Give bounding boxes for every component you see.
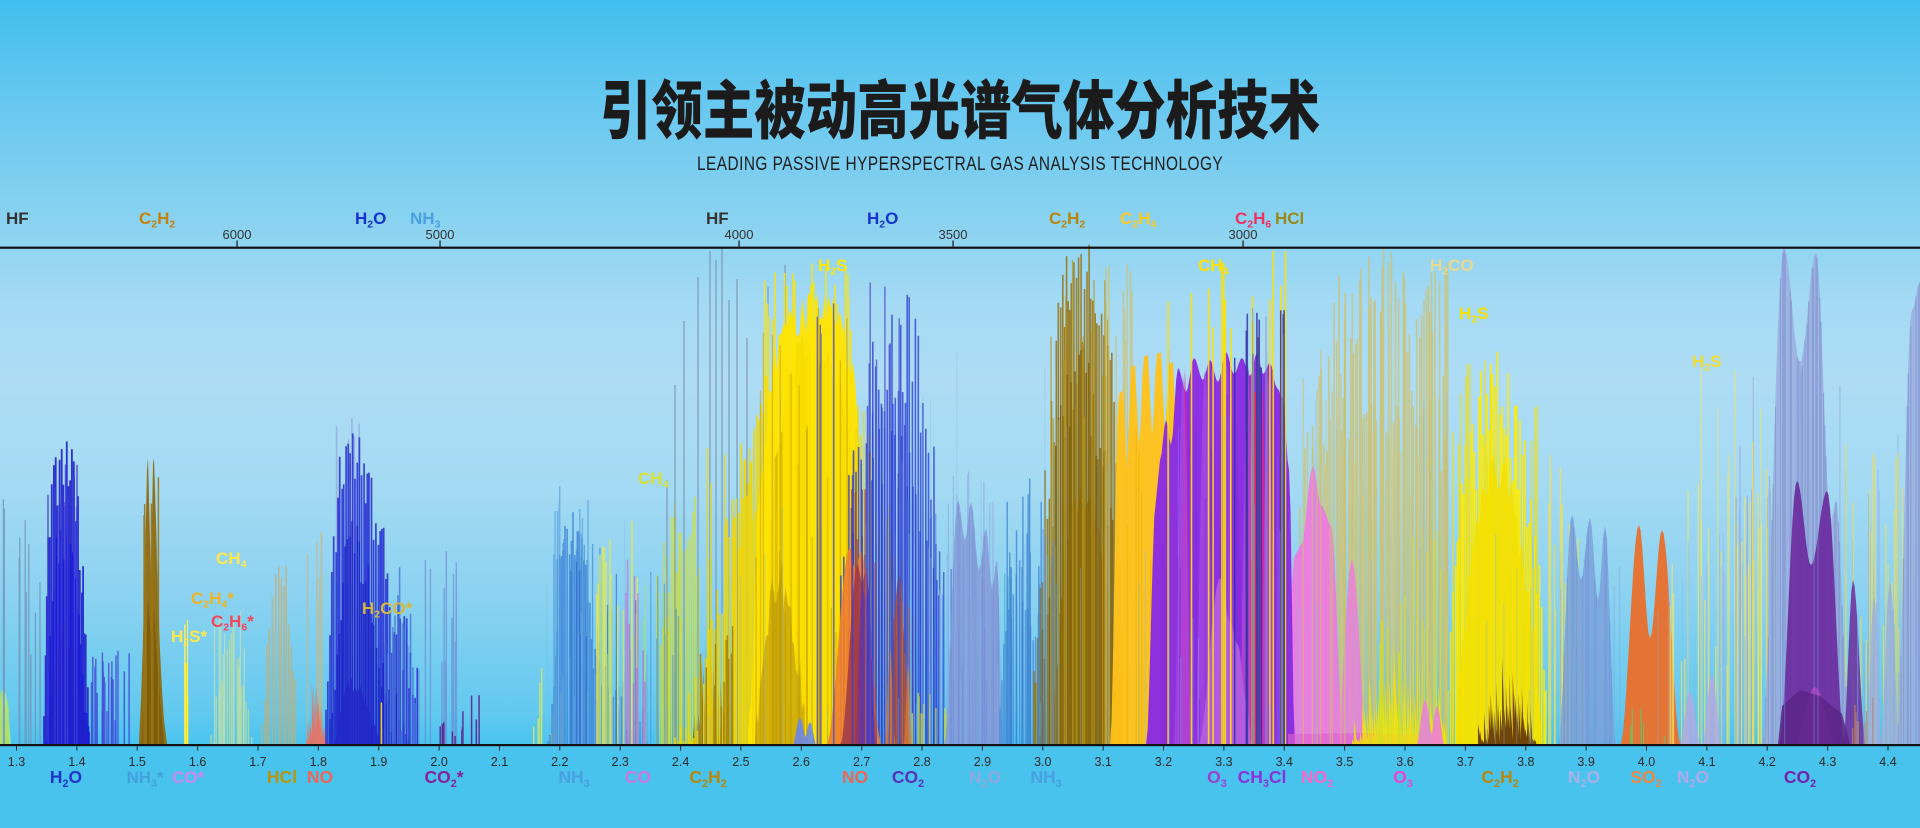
svg-text:1.9: 1.9 [370,755,387,769]
svg-text:N2O: N2O [1677,767,1709,790]
svg-text:1.5: 1.5 [129,755,146,769]
svg-text:3.8: 3.8 [1517,755,1534,769]
svg-text:CH4: CH4 [638,469,669,491]
svg-text:3.2: 3.2 [1155,755,1172,769]
svg-text:NO: NO [842,767,868,787]
svg-text:CO2*: CO2* [424,767,463,790]
svg-text:4.4: 4.4 [1879,755,1896,769]
svg-text:CH3Cl: CH3Cl [1238,767,1287,790]
svg-text:2.5: 2.5 [732,755,749,769]
svg-text:NH3: NH3 [1030,767,1061,790]
svg-text:CH4: CH4 [216,549,247,571]
svg-text:C2H2: C2H2 [689,767,726,790]
svg-text:4.3: 4.3 [1819,755,1836,769]
svg-text:2.1: 2.1 [491,755,508,769]
svg-text:H2CO*: H2CO* [362,599,413,621]
svg-text:2.7: 2.7 [853,755,870,769]
svg-text:C2H6: C2H6 [1235,209,1271,231]
svg-text:H2S*: H2S* [171,627,207,649]
svg-text:HCl: HCl [267,767,297,787]
svg-text:C2H4*: C2H4* [191,589,234,611]
svg-text:2.2: 2.2 [551,755,568,769]
svg-text:N2O: N2O [969,767,1001,790]
svg-text:HCl: HCl [1275,209,1304,228]
svg-text:NH3*: NH3* [126,768,163,790]
svg-text:CO*: CO* [172,768,205,787]
svg-text:4.2: 4.2 [1759,755,1776,769]
svg-text:3.4: 3.4 [1276,755,1293,769]
svg-text:HF: HF [6,209,29,228]
svg-text:SO2: SO2 [1630,767,1661,790]
svg-text:1.8: 1.8 [310,755,327,769]
svg-text:2.3: 2.3 [612,755,629,769]
svg-text:C2H4: C2H4 [1120,209,1156,231]
svg-text:1.3: 1.3 [8,755,25,769]
svg-text:H2CO: H2CO [1430,256,1474,278]
svg-text:CO: CO [625,767,651,787]
svg-text:3000: 3000 [1229,227,1258,242]
svg-text:2.8: 2.8 [913,755,930,769]
svg-text:5000: 5000 [426,227,455,242]
svg-text:H2S: H2S [1692,352,1721,374]
svg-text:4.1: 4.1 [1698,755,1715,769]
svg-text:3.1: 3.1 [1095,755,1112,769]
svg-text:CO2: CO2 [892,767,924,790]
svg-text:HF: HF [706,209,729,228]
svg-text:NH3: NH3 [410,209,441,231]
svg-text:C2H2: C2H2 [1049,209,1085,231]
svg-text:2.0: 2.0 [430,755,447,769]
svg-text:C2H2: C2H2 [1481,767,1518,790]
svg-text:1.6: 1.6 [189,755,206,769]
svg-text:1.4: 1.4 [68,755,85,769]
svg-text:CO2: CO2 [1784,767,1816,790]
svg-text:NO2: NO2 [1301,767,1333,790]
svg-text:3.5: 3.5 [1336,755,1353,769]
svg-text:H2O: H2O [50,767,82,790]
svg-text:3500: 3500 [939,227,968,242]
svg-text:NH3: NH3 [558,767,589,790]
svg-text:2.4: 2.4 [672,755,689,769]
svg-text:4000: 4000 [725,227,754,242]
svg-text:H2S: H2S [818,256,847,278]
svg-text:C2H6*: C2H6* [211,612,254,634]
svg-text:3.7: 3.7 [1457,755,1474,769]
svg-text:N2O: N2O [1568,767,1600,790]
svg-text:O3: O3 [1393,767,1413,790]
svg-text:2.9: 2.9 [974,755,991,769]
svg-text:3.6: 3.6 [1396,755,1413,769]
svg-text:3.3: 3.3 [1215,755,1232,769]
svg-text:1.7: 1.7 [249,755,266,769]
svg-text:3.0: 3.0 [1034,755,1051,769]
svg-text:2.6: 2.6 [793,755,810,769]
svg-text:H2O: H2O [867,209,898,231]
svg-text:4.0: 4.0 [1638,755,1655,769]
svg-text:NO: NO [307,767,333,787]
svg-text:6000: 6000 [223,227,252,242]
svg-text:3.9: 3.9 [1577,755,1594,769]
svg-text:O3: O3 [1207,767,1227,790]
svg-text:CH4: CH4 [1198,256,1229,278]
svg-text:H2O: H2O [355,209,386,231]
svg-text:H2S: H2S [1459,304,1488,326]
svg-text:C2H2: C2H2 [139,209,175,231]
